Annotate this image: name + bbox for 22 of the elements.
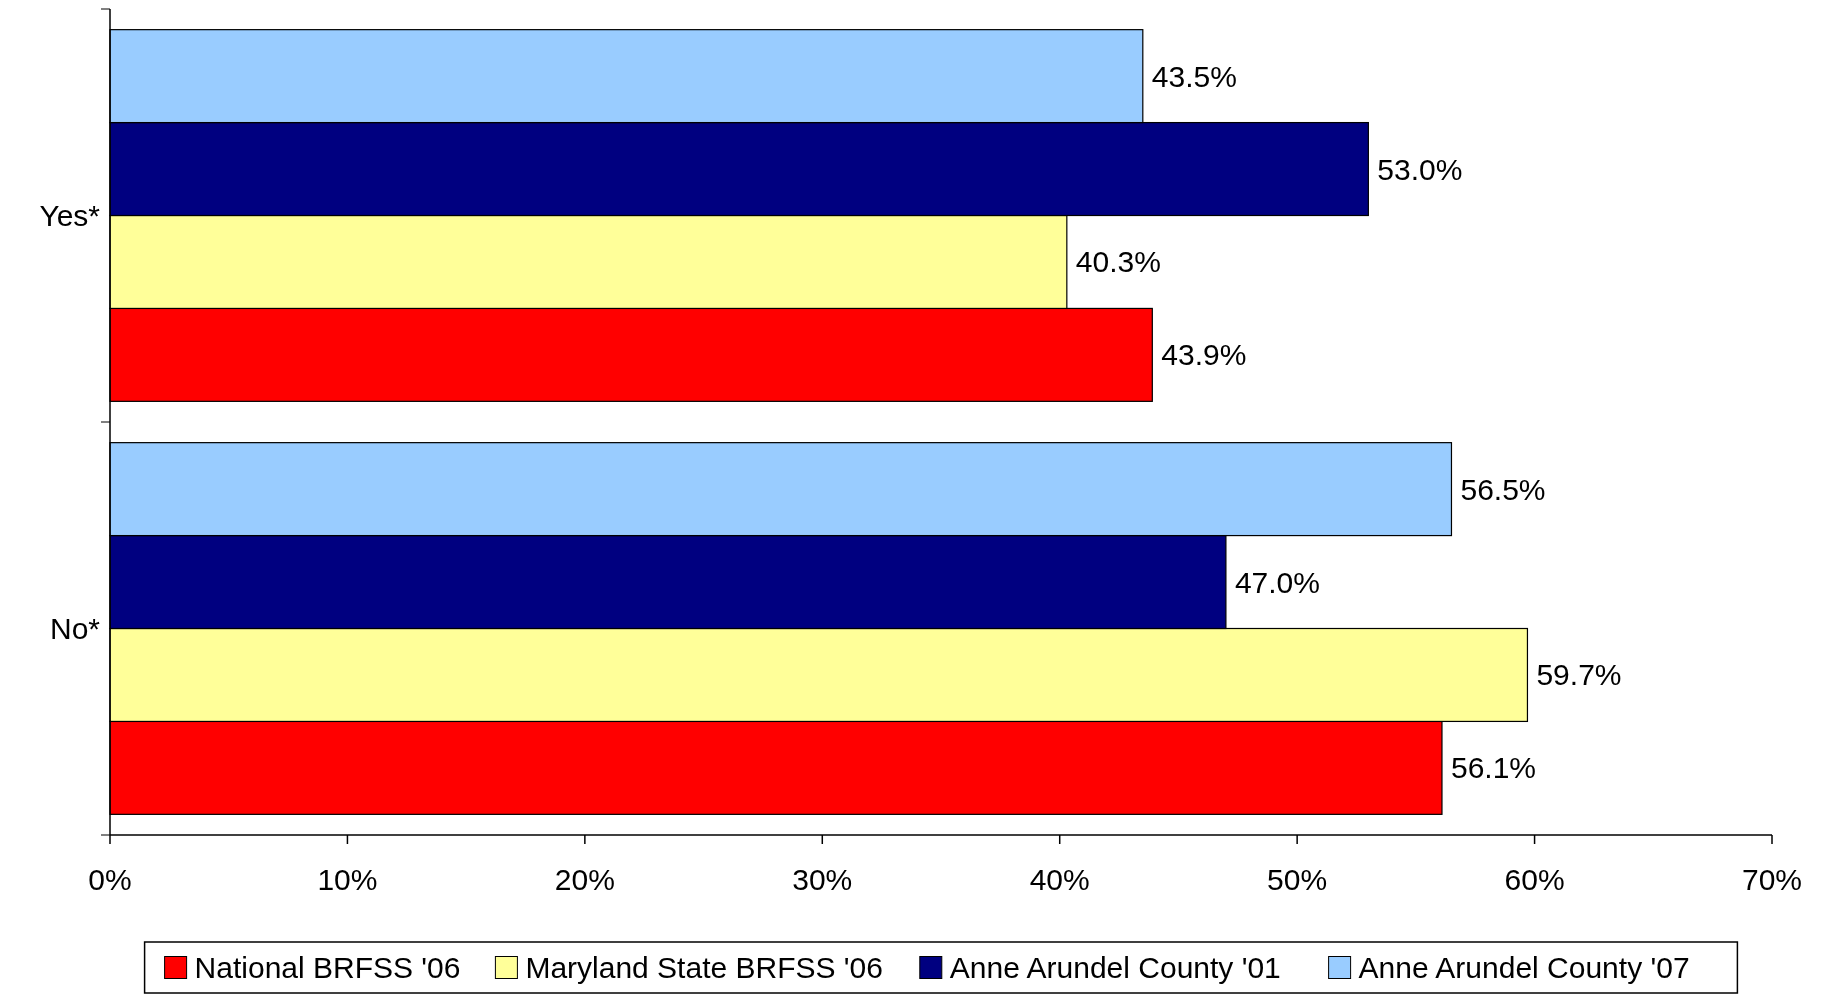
data-label: 43.9% — [1161, 338, 1247, 372]
y-tick-label: Yes* — [39, 199, 101, 232]
data-label: 59.7% — [1536, 658, 1622, 692]
legend-label: Anne Arundel County '07 — [1358, 951, 1690, 984]
data-label: 47.0% — [1234, 565, 1320, 599]
x-tick-label: 30% — [792, 863, 853, 896]
y-tick-label: No* — [49, 612, 101, 645]
legend-label: Maryland State BRFSS '06 — [525, 951, 883, 984]
x-tick-label: 20% — [554, 863, 615, 896]
legend-label: Anne Arundel County '01 — [949, 951, 1281, 984]
x-tick-label: 40% — [1029, 863, 1090, 896]
x-tick-label: 60% — [1504, 863, 1565, 896]
data-label: 56.5% — [1460, 472, 1546, 506]
data-label: 43.5% — [1151, 59, 1237, 93]
data-label: 53.0% — [1377, 152, 1463, 186]
data-label: 56.1% — [1450, 751, 1537, 785]
x-tick-label: 50% — [1267, 863, 1328, 896]
data-label: 40.3% — [1075, 245, 1161, 279]
x-tick-label: 70% — [1741, 863, 1803, 896]
x-tick-label: 10% — [317, 863, 378, 896]
x-tick-label: 0% — [88, 863, 132, 896]
legend-label: National BRFSS '06 — [194, 951, 461, 984]
